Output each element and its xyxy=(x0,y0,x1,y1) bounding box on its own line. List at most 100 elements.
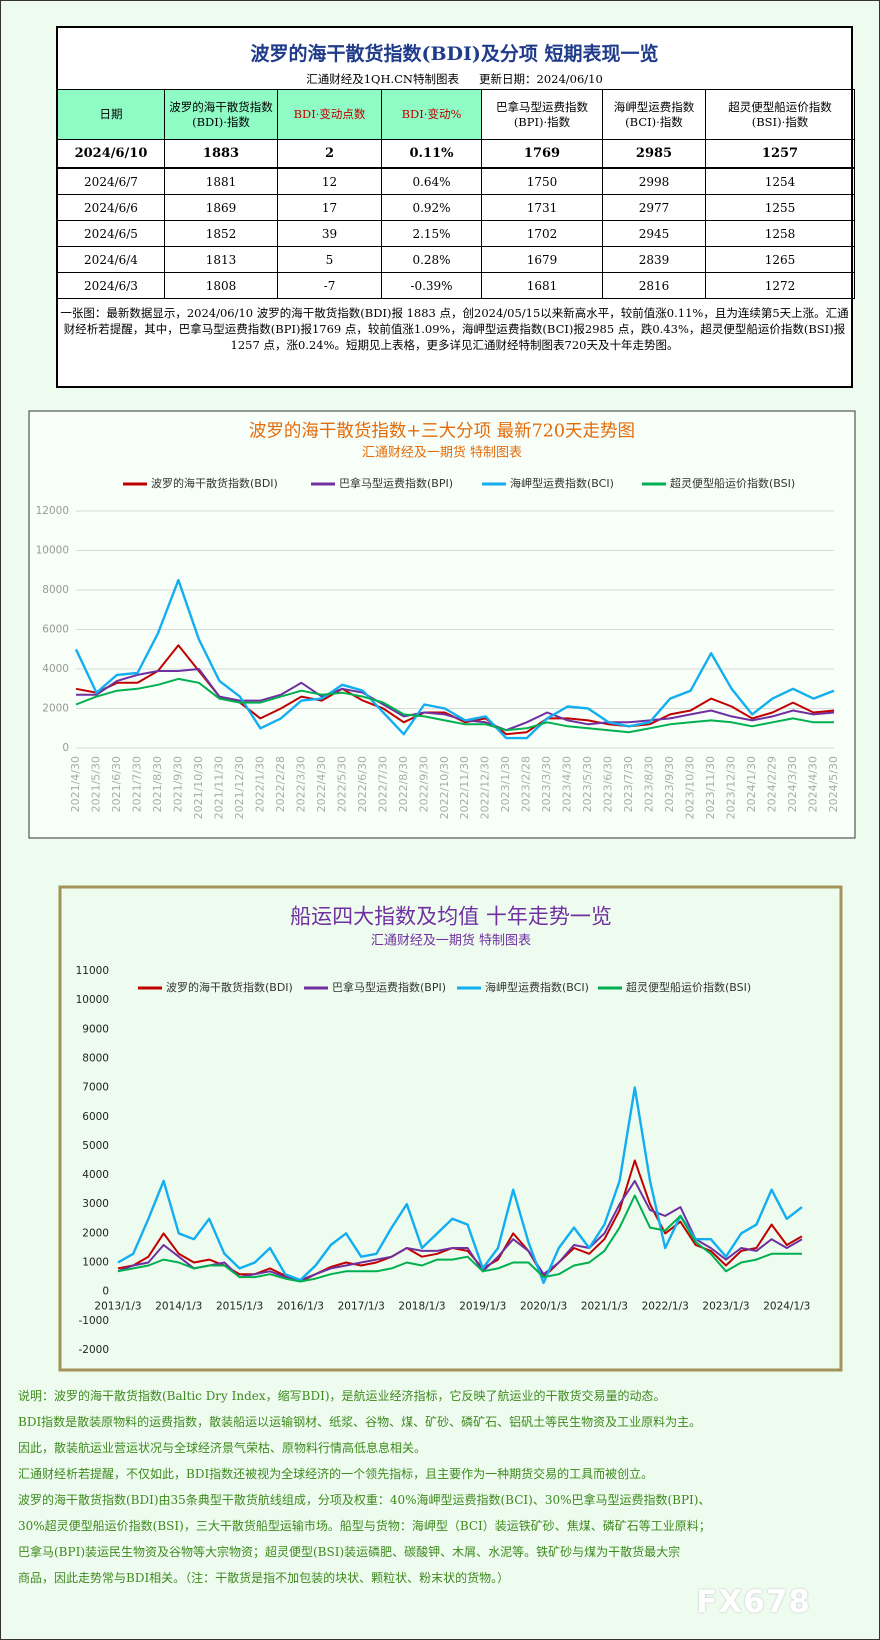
cell: 17 xyxy=(277,194,382,221)
note-line: 因此，散装航运业营运状况与全球经济景气荣枯、原物料行情高低息息相关。 xyxy=(18,1441,427,1455)
cell: 1808 xyxy=(164,272,278,299)
chart-subtitle: 汇通财经及一期货 特制图表 xyxy=(362,445,522,461)
summary-table-box: 波罗的海干散货指数(BDI)及分项 短期表现一览 汇通财经及1QH.CN特制图表… xyxy=(56,26,855,388)
header-line: (BCI)·指数 xyxy=(625,114,683,129)
notes: 说明：波罗的海干散货指数(Baltic Dry Index，缩写BDI)，是航运… xyxy=(18,1383,711,1591)
chart-title: 波罗的海干散货指数+三大分项 最新720天走势图 xyxy=(249,422,635,442)
x-tick-label: 2023/9/30 xyxy=(663,756,676,812)
x-tick-label: 2022/5/30 xyxy=(335,756,348,812)
x-tick-label: 2022/1/30 xyxy=(253,756,266,812)
table: 日期 波罗的海干散货指数 (BDI)·指数 BDI·变动点数 BDI·变动% 巴拿马型运费… xyxy=(57,89,855,299)
cell: 0.64% xyxy=(381,167,482,195)
cell: 1731 xyxy=(481,194,603,221)
x-tick-label: 2023/6/30 xyxy=(602,756,615,812)
x-tick-label: 2023/5/30 xyxy=(581,756,594,812)
x-tick-label: 2023/7/30 xyxy=(622,756,635,812)
note-line: 说明：波罗的海干散货指数(Baltic Dry Index，缩写BDI)，是航运… xyxy=(18,1389,666,1403)
table-subtitle: 汇通财经及1QH.CN特制图表 更新日期：2024/06/10 xyxy=(58,71,851,87)
header-line: 超灵便型船运价指数 xyxy=(728,99,832,114)
cell: 1852 xyxy=(164,220,278,247)
x-tick-label: 2015/1/3 xyxy=(216,1301,263,1313)
x-tick-label: 2023/8/30 xyxy=(643,756,656,812)
cell: 5 xyxy=(277,246,382,273)
cell: 1258 xyxy=(705,220,855,247)
cell: 1750 xyxy=(481,167,603,195)
x-tick-label: 2024/4/30 xyxy=(807,756,820,812)
x-tick-label: 2018/1/3 xyxy=(398,1301,445,1313)
header-line: BDI·变动% xyxy=(401,107,462,121)
x-tick-label: 2022/9/30 xyxy=(417,756,430,812)
x-tick-label: 2021/8/30 xyxy=(151,756,164,812)
header-row: 日期 波罗的海干散货指数 (BDI)·指数 BDI·变动点数 BDI·变动% 巴拿马型运费… xyxy=(57,89,855,140)
cell: 2 xyxy=(277,139,382,169)
x-tick-label: 2023/11/30 xyxy=(704,756,717,819)
y-tick-label: 3000 xyxy=(82,1198,109,1210)
cell: 2985 xyxy=(602,139,706,169)
x-tick-label: 2021/5/30 xyxy=(89,756,102,812)
x-tick-label: 2023/10/30 xyxy=(684,756,697,819)
table-row: 2024/6/7 1881 12 0.64% 1750 2998 1254 xyxy=(57,167,855,195)
y-tick-label: 8000 xyxy=(82,1052,109,1064)
cell: 1257 xyxy=(705,139,855,169)
y-tick-label: 10000 xyxy=(76,994,109,1006)
table-row: 2024/6/4 1813 5 0.28% 1679 2839 1265 xyxy=(57,246,855,273)
summary: 一张图：最新数据显示，2024/06/10 波罗的海干散货指数(BDI)报 18… xyxy=(60,306,849,352)
legend-label: 超灵便型船运价指数(BSI) xyxy=(670,476,795,490)
x-tick-label: 2022/1/3 xyxy=(642,1301,689,1313)
x-tick-label: 2021/4/30 xyxy=(69,756,82,812)
column-header: 波罗的海干散货指数 (BDI)·指数 xyxy=(164,89,278,140)
cell: 1681 xyxy=(481,272,603,299)
legend-label: 波罗的海干散货指数(BDI) xyxy=(166,980,293,994)
x-tick-label: 2016/1/3 xyxy=(277,1301,324,1313)
cell: -0.39% xyxy=(381,272,482,299)
cell: 2839 xyxy=(602,246,706,273)
note-line: 商品，因此走势常与BDI相关。（注：干散货是指不加包装的块状、颗粒状、粉末状的货… xyxy=(18,1571,510,1585)
cell: 2024/6/5 xyxy=(57,220,165,247)
x-tick-label: 2021/12/30 xyxy=(233,756,246,819)
y-tick-label: 4000 xyxy=(42,663,69,675)
cell: 1272 xyxy=(705,272,855,299)
x-tick-label: 2022/2/28 xyxy=(274,756,287,812)
x-tick-label: 2024/1/3 xyxy=(763,1301,810,1313)
x-tick-label: 2023/2/28 xyxy=(520,756,533,812)
x-tick-label: 2022/7/30 xyxy=(376,756,389,812)
header-line: BDI·变动点数 xyxy=(293,107,366,121)
cell: 2024/6/3 xyxy=(57,272,165,299)
table-row: 2024/6/5 1852 39 2.15% 1702 2945 1258 xyxy=(57,220,855,247)
cell: 0.11% xyxy=(381,139,482,169)
source: 汇通财经及1QH.CN特制图表 xyxy=(306,72,459,86)
cell: 0.28% xyxy=(381,246,482,273)
header-line: 日期 xyxy=(99,107,123,121)
y-tick-label: 8000 xyxy=(42,584,69,596)
y-tick-label: -1000 xyxy=(78,1315,109,1327)
y-tick-label: 12000 xyxy=(36,505,69,517)
table-row: 2024/6/3 1808 -7 -0.39% 1681 2816 1272 xyxy=(57,272,855,299)
watermark: FX678 xyxy=(696,1584,811,1620)
x-tick-label: 2020/1/3 xyxy=(520,1301,567,1313)
cell: 1869 xyxy=(164,194,278,221)
cell: 1883 xyxy=(164,139,278,169)
chart-subtitle: 汇通财经及一期货 特制图表 xyxy=(371,933,531,949)
header-line: 巴拿马型运费指数 xyxy=(496,99,588,114)
chart-frame xyxy=(28,410,856,839)
note-line: BDI指数是散装原物料的运费指数，散装船运以运输钢材、纸浆、谷物、煤、矿砂、磷矿… xyxy=(18,1415,702,1429)
cell: 1254 xyxy=(705,167,855,195)
y-tick-label: 2000 xyxy=(82,1227,109,1239)
table-title: 波罗的海干散货指数(BDI)及分项 短期表现一览 xyxy=(250,43,659,65)
cell: 1265 xyxy=(705,246,855,273)
y-tick-label: 6000 xyxy=(42,624,69,636)
y-tick-label: -2000 xyxy=(78,1344,109,1356)
cell: 2024/6/4 xyxy=(57,246,165,273)
cell: 1813 xyxy=(164,246,278,273)
cell: 2945 xyxy=(602,220,706,247)
header-line: (BDI)·指数 xyxy=(192,114,250,129)
cell: 1702 xyxy=(481,220,603,247)
column-header: 巴拿马型运费指数 (BPI)·指数 xyxy=(481,89,603,140)
legend-label: 海岬型运费指数(BCI) xyxy=(485,980,589,994)
legend-label: 巴拿马型运费指数(BPI) xyxy=(339,476,453,490)
legend-label: 巴拿马型运费指数(BPI) xyxy=(332,980,446,994)
cell: 12 xyxy=(277,167,382,195)
x-tick-label: 2023/12/30 xyxy=(725,756,738,819)
x-tick-label: 2024/5/30 xyxy=(827,756,840,812)
